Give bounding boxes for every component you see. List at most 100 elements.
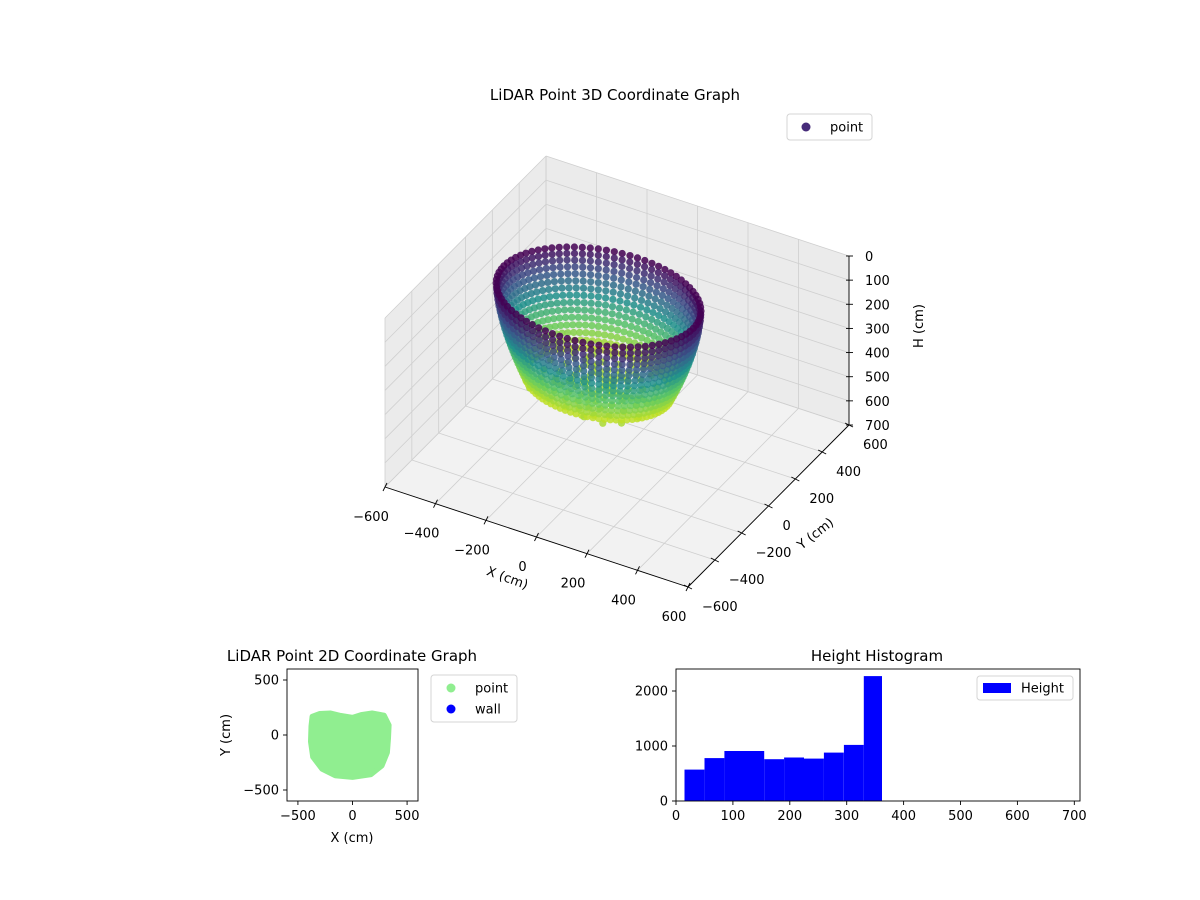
point-marker [555,314,564,322]
plot-2d-ticks: −500 0 500 −500 0 500 [243,674,419,825]
point-marker [644,375,653,383]
point-marker [615,311,623,319]
point-marker [566,298,575,306]
plot-2d-legend: point wall [430,674,518,723]
point-marker [659,362,667,370]
point-marker [595,347,603,355]
point-marker [645,370,654,378]
point-marker [619,343,627,351]
point-marker [655,262,663,270]
point-marker [637,296,646,304]
x-tick-mark [382,482,388,492]
point-marker [637,303,645,311]
point-marker [665,354,674,363]
point-marker [623,299,631,307]
point-marker [660,356,668,364]
legend-point-marker [446,683,456,693]
point-marker [595,370,603,378]
x-tick-label: 700 [1062,809,1087,824]
point-marker [561,306,569,314]
point-marker [595,364,603,372]
point-marker [648,259,656,267]
point-marker [655,346,663,354]
point-marker [548,257,557,265]
point-marker [641,354,649,362]
y-tick-label: 200 [809,492,834,507]
point-marker [625,366,633,374]
legend-wall-label: wall [475,703,501,718]
point-marker [522,256,530,264]
point-marker [595,359,603,367]
x-tick-label: 0 [672,809,680,824]
y-tick-label: 0 [783,519,791,534]
point-marker [622,306,631,314]
y-tick-mark [710,557,720,563]
point-marker [563,321,571,329]
point-marker [625,371,633,380]
point-marker [579,362,588,370]
point-marker [553,299,561,307]
point-marker [633,273,641,282]
legend-height-label: Height [1021,682,1064,697]
point-marker [648,266,656,274]
point-marker [552,292,560,300]
point-marker [533,288,541,296]
point-marker [643,306,651,314]
point-marker [534,252,543,260]
point-marker [541,258,550,266]
point-marker [548,244,556,252]
point-marker [572,284,580,292]
point-marker [601,301,610,309]
x-tick-label: −400 [404,527,440,542]
point-marker [586,244,594,252]
point-marker [588,384,596,392]
point-marker [594,300,603,308]
point-marker [541,327,550,335]
plot-2d-x-axis-label: X (cm) [331,831,374,846]
point-marker [572,360,580,368]
point-marker [653,363,661,371]
grid-line-h-left [384,204,547,367]
point-marker [594,265,602,273]
point-marker [553,370,561,378]
point-marker [666,282,674,290]
point-marker [580,367,588,375]
point-marker [614,319,623,327]
point-marker [554,306,562,315]
point-marker [564,358,573,366]
point-marker [618,249,626,258]
x-tick-mark [534,532,539,542]
point-marker [549,347,558,355]
point-marker [667,343,675,351]
point-marker [552,364,560,372]
point-marker [595,341,603,349]
x-tick-label: −500 [280,809,316,824]
point-marker [617,276,625,284]
point-marker [512,310,520,318]
y-tick-label: −200 [756,546,792,561]
grid-line-h-left [384,179,547,343]
point-marker [542,308,551,316]
point-marker [653,318,661,326]
grid-line-y-floor [411,459,715,561]
point-marker [565,363,573,371]
h-tick-label: 700 [865,419,890,434]
point-marker [529,327,537,335]
point-marker [633,254,642,262]
plot-2d: LiDAR Point 2D Coordinate Graph −500 0 500… [219,647,518,846]
point-marker [559,372,567,380]
point-marker [610,371,618,379]
point-marker [633,267,641,275]
point-marker [537,347,545,356]
point-marker [618,355,627,363]
point-marker [528,247,536,255]
point-marker [640,269,648,277]
point-marker [556,263,564,271]
point-marker [580,378,588,386]
point-marker [602,246,611,254]
point-marker [654,269,662,277]
point-marker [561,383,569,391]
x-tick-label: 400 [891,809,916,824]
point-marker [587,271,595,279]
plot-3d-legend: point [786,113,873,141]
